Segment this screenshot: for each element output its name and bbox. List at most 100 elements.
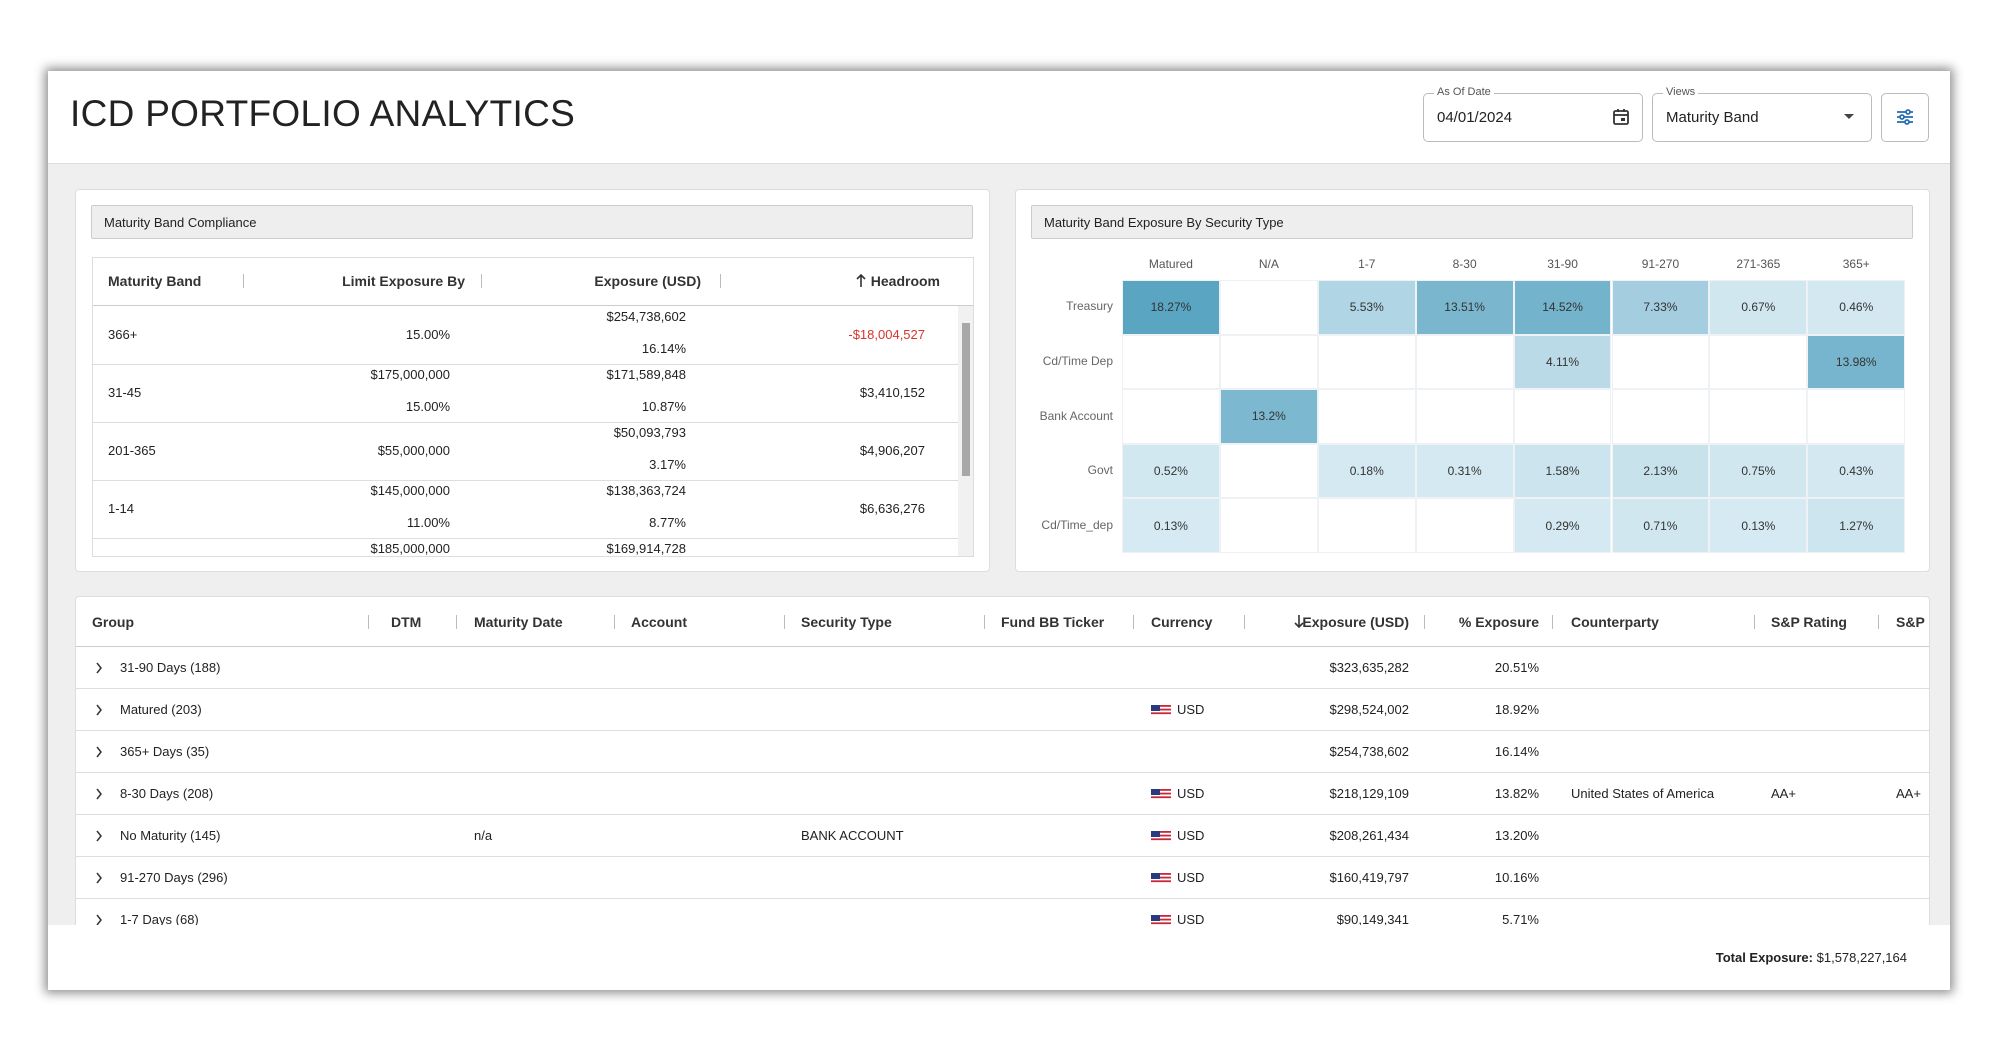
heatmap-cell[interactable] <box>1219 280 1318 335</box>
total-value: $1,578,227,164 <box>1816 950 1907 965</box>
heatmap-cell[interactable] <box>1219 334 1318 390</box>
column-header[interactable]: Limit Exposure By <box>342 273 465 289</box>
column-separator <box>1754 615 1755 629</box>
row-divider <box>93 422 958 423</box>
heatmap-cell[interactable]: 5.53% <box>1317 280 1416 335</box>
heatmap-cell[interactable]: 13.98% <box>1807 334 1906 390</box>
heatmap-column-label: N/A <box>1258 257 1279 271</box>
heatmap-cell[interactable]: 18.27% <box>1122 280 1220 335</box>
exposure: $171,589,848 <box>606 367 686 382</box>
heatmap-cell[interactable]: 13.51% <box>1415 280 1514 335</box>
column-header[interactable]: Headroom <box>870 273 940 289</box>
heatmap-cell[interactable] <box>1513 389 1612 444</box>
grid-row[interactable]: 365+ Days (35) $254,738,602 16.14% <box>76 731 1929 773</box>
grid-row[interactable]: 31-90 Days (188) $323,635,282 20.51% <box>76 647 1929 689</box>
row-divider <box>93 480 958 481</box>
heatmap-cell[interactable] <box>1122 334 1220 390</box>
grid-row[interactable]: 8-30 Days (208) USD $218,129,109 13.82% Unit… <box>76 773 1929 815</box>
heatmap-cell[interactable]: 14.52% <box>1513 280 1612 335</box>
calendar-icon[interactable] <box>1611 107 1631 127</box>
heatmap-cell[interactable] <box>1611 334 1710 390</box>
grid-column-header[interactable]: Fund BB Ticker <box>1001 614 1105 630</box>
grid-row[interactable]: 1-7 Days (68) USD $90,149,341 5.71% <box>76 899 1929 937</box>
heatmap-cell[interactable] <box>1709 334 1808 390</box>
grid-column-header[interactable]: Account <box>631 614 687 630</box>
heatmap-cell[interactable]: 0.52% <box>1122 443 1220 499</box>
filter-button[interactable] <box>1881 93 1929 142</box>
exposure: $254,738,602 <box>1329 744 1409 759</box>
column-header[interactable]: Maturity Band <box>108 273 202 289</box>
heatmap-row-label: Govt <box>1087 463 1113 478</box>
grid-column-header[interactable]: Group <box>92 614 134 630</box>
exposure: $160,419,797 <box>1329 870 1409 885</box>
expand-chevron[interactable] <box>95 872 103 884</box>
grid-column-header[interactable]: % Exposure <box>1458 614 1539 630</box>
heatmap-cell[interactable]: 0.43% <box>1807 443 1906 499</box>
grid-column-header[interactable]: S&P I <box>1896 614 1930 630</box>
views-select[interactable]: Views Maturity Band <box>1652 86 1872 142</box>
grid-column-header[interactable]: DTM <box>391 614 422 630</box>
heatmap-cell[interactable] <box>1415 498 1514 553</box>
limit: 11.00% <box>406 515 450 530</box>
heatmap-row-label: Bank Account <box>1039 408 1113 423</box>
heatmap-cell[interactable] <box>1807 389 1906 444</box>
column-separator <box>243 274 244 288</box>
heatmap-cell[interactable] <box>1415 389 1514 444</box>
heatmap-cell[interactable]: 1.27% <box>1807 498 1906 553</box>
heatmap-cell[interactable]: 0.67% <box>1709 280 1808 335</box>
heatmap-cell[interactable]: 0.31% <box>1415 443 1514 499</box>
expand-chevron[interactable] <box>95 914 103 926</box>
heatmap-cell[interactable] <box>1219 498 1318 553</box>
grid-column-header[interactable]: S&P Rating <box>1771 614 1847 630</box>
band: 31-45 <box>108 385 142 400</box>
heatmap-cell[interactable]: 0.29% <box>1513 498 1612 553</box>
column-separator <box>720 274 721 288</box>
heatmap-cell[interactable]: 7.33% <box>1611 280 1710 335</box>
grid-column-header[interactable]: Exposure (USD) <box>1302 614 1409 630</box>
grid-row[interactable]: No Maturity (145) n/a BANK ACCOUNT USD $208,… <box>76 815 1929 857</box>
heatmap-cell[interactable] <box>1709 389 1808 444</box>
headroom: $6,636,276 <box>859 501 925 516</box>
date-field[interactable]: As Of Date 04/01/2024 <box>1423 86 1643 142</box>
exposure: $208,261,434 <box>1329 828 1409 843</box>
scrollbar[interactable] <box>958 306 973 556</box>
grid-column-header[interactable]: Maturity Date <box>474 614 563 630</box>
expand-chevron[interactable] <box>95 662 103 674</box>
grid-column-header[interactable]: Currency <box>1151 614 1213 630</box>
heatmap-column-label: 365+ <box>1842 257 1870 271</box>
heatmap-cell[interactable] <box>1219 443 1318 499</box>
heatmap-cell[interactable]: 1.58% <box>1513 443 1612 499</box>
heatmap-cell[interactable] <box>1611 389 1710 444</box>
column-separator <box>1552 615 1553 629</box>
heatmap-cell[interactable]: 0.13% <box>1122 498 1220 553</box>
exposure: 3.17% <box>649 457 686 472</box>
heatmap-cell[interactable]: 0.18% <box>1317 443 1416 499</box>
heatmap-cell[interactable] <box>1317 498 1416 553</box>
heatmap-cell[interactable]: 13.2% <box>1219 389 1318 444</box>
heatmap-cell[interactable]: 0.75% <box>1709 443 1808 499</box>
heatmap-cell[interactable]: 0.13% <box>1709 498 1808 553</box>
expand-chevron[interactable] <box>95 830 103 842</box>
scroll-thumb[interactable] <box>962 323 970 476</box>
expand-chevron[interactable] <box>95 746 103 758</box>
heatmap-cell[interactable] <box>1122 389 1220 444</box>
heatmap-cell[interactable] <box>1317 389 1416 444</box>
grid-column-header[interactable]: Security Type <box>801 614 892 630</box>
heatmap-cell[interactable] <box>1415 334 1514 390</box>
heatmap-cell[interactable]: 2.13% <box>1611 443 1710 499</box>
column-header[interactable]: Exposure (USD) <box>594 273 701 289</box>
heatmap-cell[interactable]: 0.46% <box>1807 280 1906 335</box>
expand-chevron[interactable] <box>95 788 103 800</box>
group: Matured (203) <box>120 702 202 717</box>
heatmap-cell[interactable]: 4.11% <box>1513 334 1612 390</box>
expand-chevron[interactable] <box>95 704 103 716</box>
column-separator <box>368 615 369 629</box>
grid-row[interactable]: Matured (203) USD $298,524,002 18.92% <box>76 689 1929 731</box>
grid-column-header[interactable]: Counterparty <box>1571 614 1659 630</box>
group: 91-270 Days (296) <box>120 870 228 885</box>
heatmap-cell[interactable]: 0.71% <box>1611 498 1710 553</box>
cell-value: 0.75% <box>1741 464 1776 479</box>
cell-value: 13.98% <box>1835 354 1877 369</box>
grid-row[interactable]: 91-270 Days (296) USD $160,419,797 10.16% <box>76 857 1929 899</box>
heatmap-cell[interactable] <box>1317 334 1416 390</box>
